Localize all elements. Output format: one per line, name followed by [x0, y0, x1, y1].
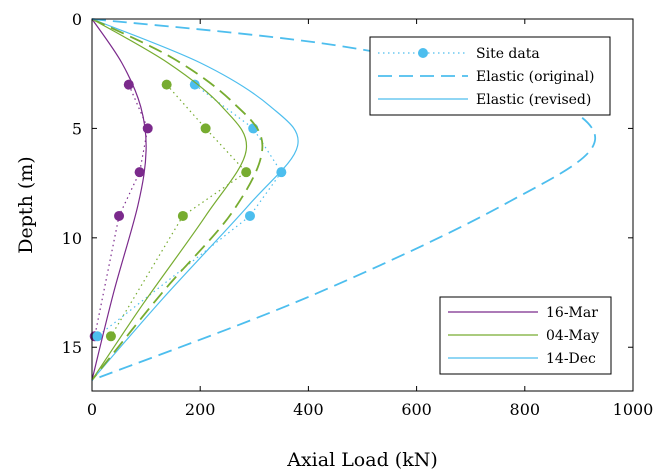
site-point-14-dec-2 [276, 167, 287, 178]
legend-style-marker-0 [418, 48, 428, 58]
ticks: 0 200 400 600 800 1000 0 5 10 15 [62, 10, 654, 419]
site-point-14-dec-3 [244, 210, 255, 221]
axes-box [91, 18, 634, 392]
y-tick-label-5: 5 [72, 119, 82, 138]
y-tick-label-0: 0 [72, 10, 82, 29]
legend-style-label-1: Elastic (original) [476, 69, 594, 85]
series-site-line-16-mar [94, 84, 149, 337]
site-point-14-dec-4 [92, 331, 103, 342]
y-tick-label-10: 10 [62, 229, 82, 248]
y-axis-title: Depth (m) [15, 156, 37, 253]
site-point-04-may-4 [105, 331, 116, 342]
legend-date-label-1: 04-May [546, 328, 599, 344]
y-tick-label-15: 15 [62, 338, 82, 357]
legend-style-label-0: Site data [476, 46, 540, 62]
site-point-04-may-0 [161, 79, 172, 90]
x-tick-label-0: 0 [87, 400, 97, 419]
site-point-16-mar-3 [114, 210, 125, 221]
series-original-14-dec [91, 18, 597, 381]
x-tick-label-1000: 1000 [613, 400, 654, 419]
legend-line-style: Site data Elastic (original) Elastic (revi… [369, 36, 611, 116]
x-tick-label-400: 400 [293, 400, 324, 419]
legend-date-label-2: 14-Dec [546, 351, 596, 367]
site-point-16-mar-2 [134, 167, 145, 178]
series-revised-04-may [91, 18, 248, 381]
legend-date-label-0: 16-Mar [546, 305, 598, 321]
series-original-04-may [91, 18, 264, 381]
series-revised-14-dec [91, 18, 299, 381]
site-point-04-may-2 [241, 167, 252, 178]
site-point-14-dec-0 [189, 79, 200, 90]
series-revised-16-mar [91, 18, 147, 381]
legend-date: 16-Mar 04-May 14-Dec [439, 296, 612, 375]
x-tick-label-200: 200 [185, 400, 216, 419]
site-point-04-may-3 [177, 210, 188, 221]
x-axis-title: Axial Load (kN) [286, 449, 438, 471]
x-tick-label-800: 800 [510, 400, 541, 419]
x-tick-label-600: 600 [401, 400, 432, 419]
legend-style-label-2: Elastic (revised) [476, 92, 591, 108]
site-point-04-may-1 [200, 123, 211, 134]
